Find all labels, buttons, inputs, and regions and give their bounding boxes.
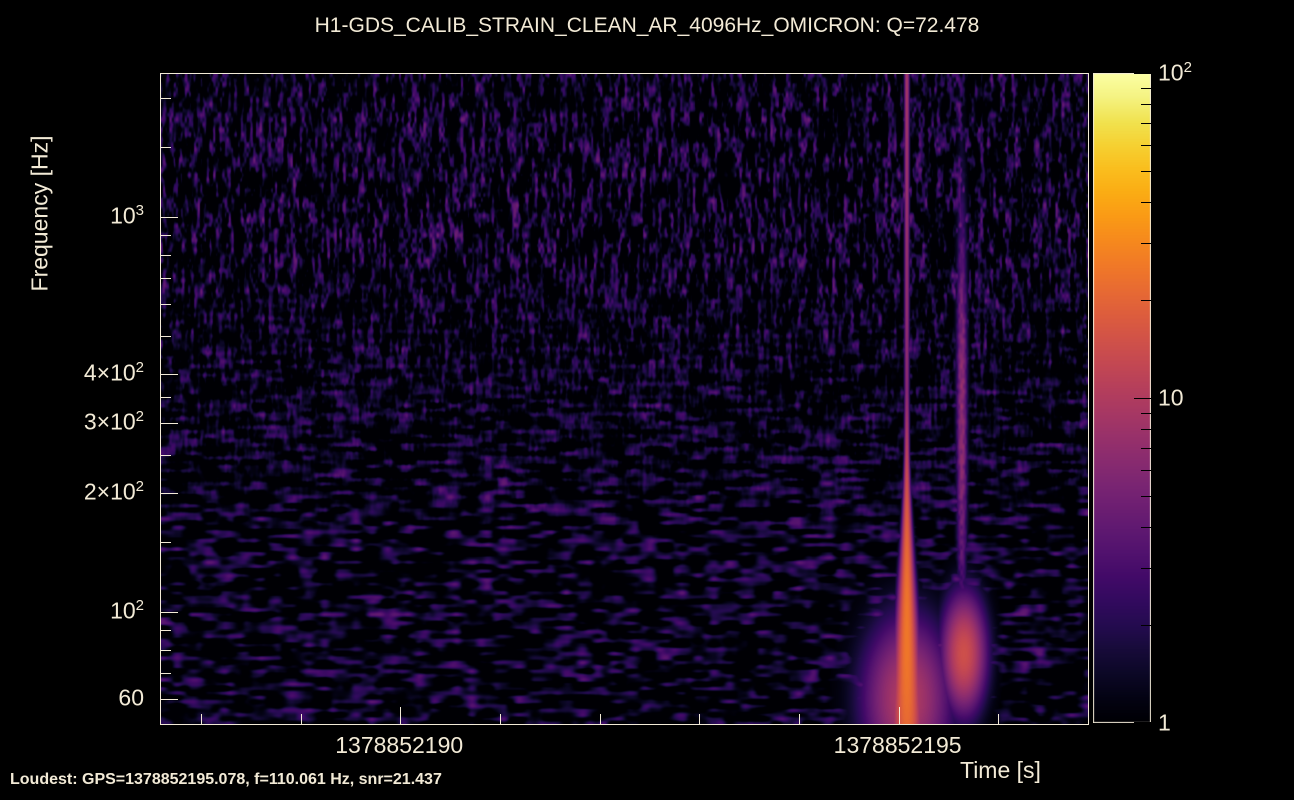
y-tick-mantissa: 2×10 bbox=[83, 478, 136, 505]
loudest-event-status: Loudest: GPS=1378852195.078, f=110.061 H… bbox=[10, 771, 442, 788]
y-tick-mantissa: 10 bbox=[110, 597, 136, 624]
colorbar-tick-minor bbox=[1141, 448, 1151, 450]
x-axis-tick-labels: 1378852190 1378852195 bbox=[0, 726, 1294, 766]
colorbar-tick-minor bbox=[1141, 625, 1151, 627]
colorbar-tick-major bbox=[1134, 398, 1151, 399]
colorbar[interactable] bbox=[1093, 73, 1151, 723]
x-axis-label: Time [s] bbox=[960, 757, 1041, 783]
colorbar-tick-minor bbox=[1141, 527, 1151, 529]
colorbar-tick-mantissa: 10 bbox=[1158, 59, 1184, 86]
y-tick-label: 60 bbox=[118, 684, 144, 711]
colorbar-tick-minor bbox=[1141, 495, 1151, 497]
y-axis-tick-labels: 103 4×102 3×102 2×102 102 60 bbox=[0, 0, 152, 800]
y-tick-label: 102 bbox=[110, 597, 144, 624]
colorbar-tick-minor bbox=[1141, 170, 1151, 172]
colorbar-tick-minor bbox=[1141, 567, 1151, 569]
y-tick-exponent: 3 bbox=[135, 201, 144, 219]
colorbar-tick-minor bbox=[1141, 87, 1151, 89]
colorbar-tick-minor bbox=[1141, 202, 1151, 204]
y-tick-label: 4×102 bbox=[84, 360, 144, 387]
colorbar-tick-minor bbox=[1141, 412, 1151, 414]
colorbar-tick-label: 1 bbox=[1158, 709, 1171, 736]
colorbar-tick-minor bbox=[1141, 145, 1151, 147]
colorbar-tick-minor bbox=[1141, 429, 1151, 431]
page-title: H1-GDS_CALIB_STRAIN_CLEAN_AR_4096Hz_OMIC… bbox=[314, 14, 980, 37]
spectrogram-plot-area[interactable] bbox=[160, 73, 1089, 725]
x-tick-label: 1378852195 bbox=[833, 732, 962, 758]
spectrogram-heatmap bbox=[161, 74, 1088, 724]
colorbar-tick-major bbox=[1134, 722, 1151, 723]
colorbar-tick-minor bbox=[1141, 300, 1151, 302]
colorbar-tick-minor bbox=[1141, 470, 1151, 472]
colorbar-tick-major bbox=[1134, 73, 1151, 74]
y-tick-exponent: 2 bbox=[135, 358, 144, 376]
y-tick-exponent: 2 bbox=[135, 408, 144, 426]
x-tick-label: 1378852190 bbox=[335, 732, 464, 758]
y-tick-label: 3×102 bbox=[84, 409, 144, 436]
colorbar-tick-exponent: 2 bbox=[1183, 58, 1192, 76]
y-tick-mantissa: 10 bbox=[110, 202, 136, 229]
colorbar-tick-labels: 102 10 1 bbox=[1158, 0, 1278, 800]
y-tick-exponent: 2 bbox=[135, 477, 144, 495]
y-tick-label: 2×102 bbox=[84, 478, 144, 505]
y-tick-mantissa: 3×10 bbox=[83, 408, 136, 435]
colorbar-tick-minor bbox=[1141, 242, 1151, 244]
colorbar-tick-label: 10 bbox=[1158, 384, 1184, 411]
y-tick-exponent: 2 bbox=[135, 596, 144, 614]
colorbar-tick-label: 102 bbox=[1158, 60, 1192, 87]
colorbar-tick-minor bbox=[1141, 104, 1151, 106]
colorbar-axis-label: SNR bbox=[1196, 0, 1223, 78]
colorbar-tick-minor bbox=[1141, 123, 1151, 125]
y-tick-mantissa: 4×10 bbox=[83, 359, 136, 386]
y-tick-label: 103 bbox=[110, 202, 144, 229]
